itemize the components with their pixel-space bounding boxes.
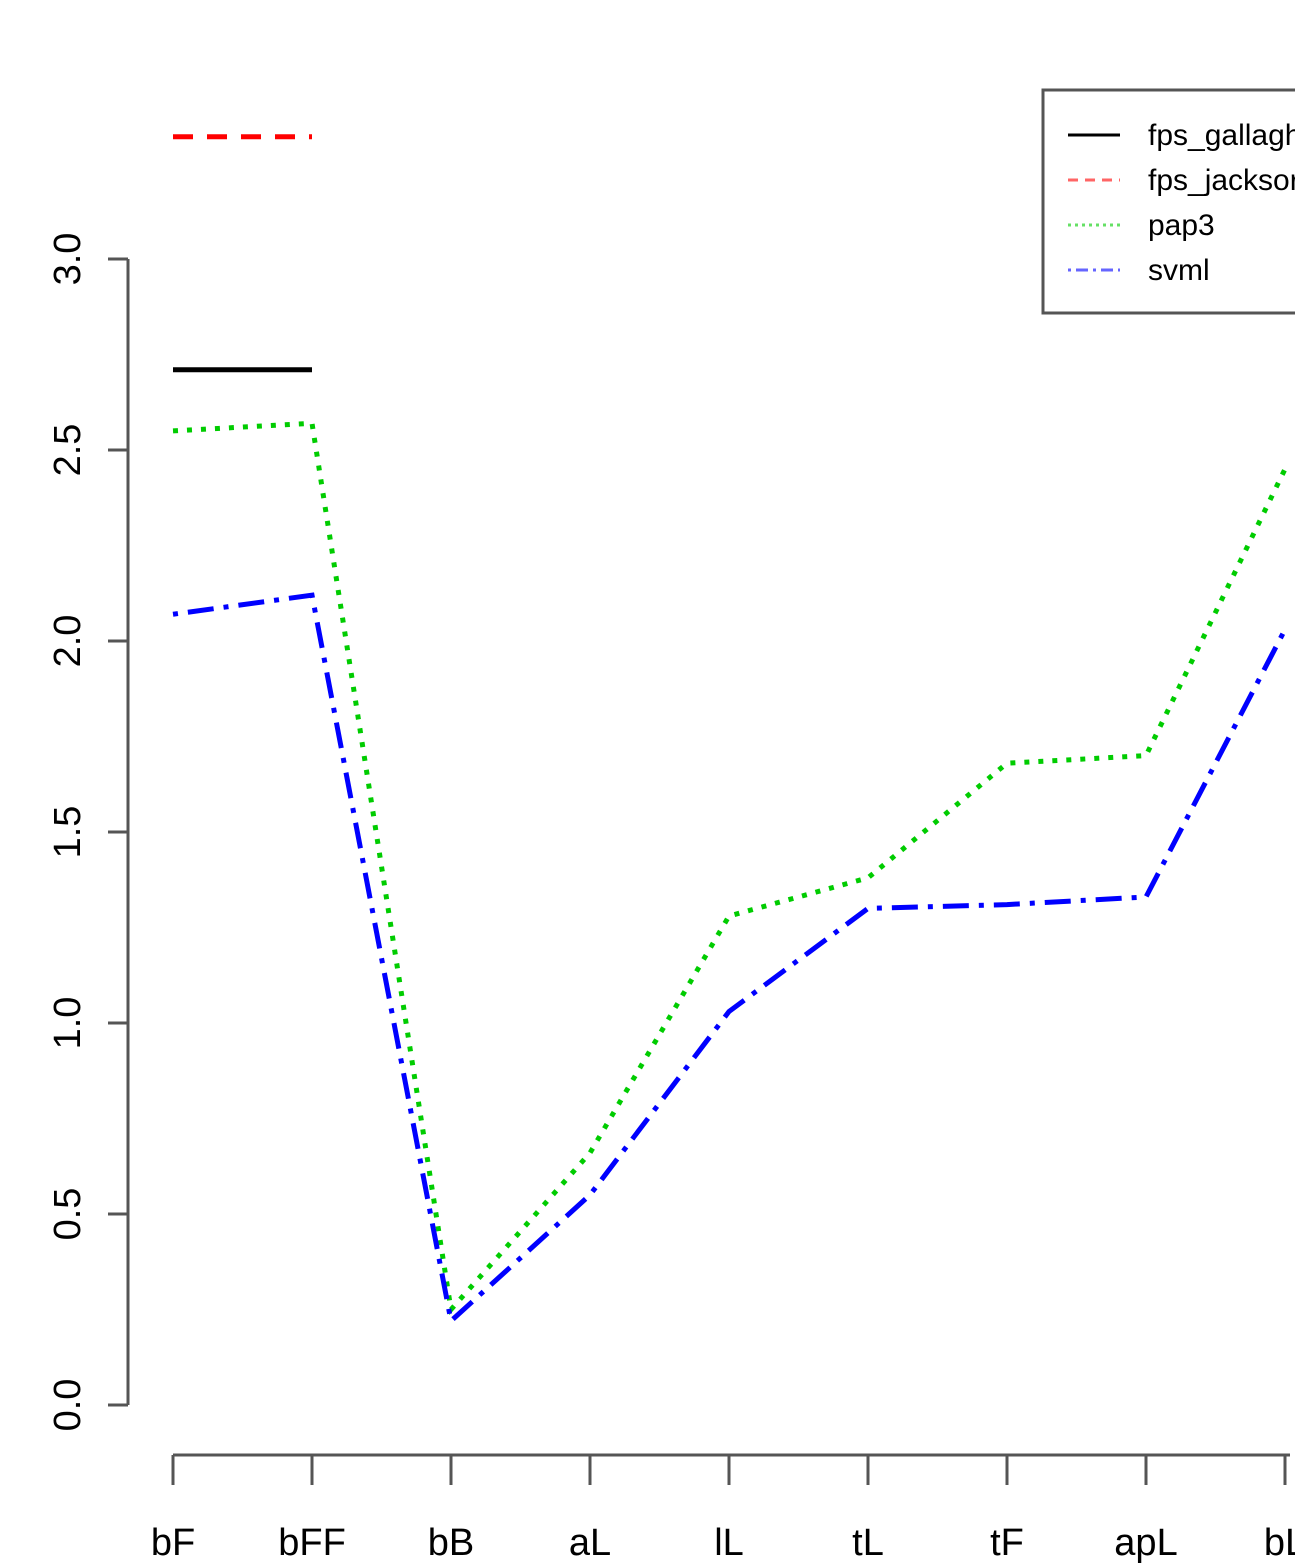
x-tick-label: lL xyxy=(714,1522,744,1563)
legend: fps_gallagh fps_jacksor pap3 svml xyxy=(1041,88,1295,315)
y-tick-label: 1.0 xyxy=(47,997,89,1050)
y-tick-label: 2.0 xyxy=(47,615,89,668)
y-tick-label: 0.0 xyxy=(47,1379,89,1432)
x-tick-label: bL xyxy=(1264,1522,1295,1563)
x-tick-label: tL xyxy=(852,1522,884,1563)
series-layer xyxy=(172,134,1288,1326)
x-axis: bF bFF bB aL lL tL tF apL bL xyxy=(151,1453,1295,1563)
y-tick-label: 3.0 xyxy=(47,233,89,286)
legend-label: fps_jacksor xyxy=(1148,164,1295,197)
legend-label: svml xyxy=(1148,254,1210,287)
legend-box xyxy=(1041,88,1295,315)
x-tick-label: apL xyxy=(1114,1522,1177,1563)
legend-label: fps_gallagh xyxy=(1148,119,1295,152)
series-line-pap3 xyxy=(172,420,1288,1316)
x-tick-label: bB xyxy=(428,1522,474,1563)
y-tick-label: 0.5 xyxy=(47,1188,89,1241)
series-line-svml xyxy=(172,592,1288,1326)
x-tick-label: tF xyxy=(990,1522,1024,1563)
x-tick-label: aL xyxy=(569,1522,611,1563)
x-tick-label: bF xyxy=(151,1522,195,1563)
y-axis: 0.0 0.5 1.0 1.5 2.0 2.5 3.0 xyxy=(47,233,130,1432)
x-tick-label: bFF xyxy=(278,1522,346,1563)
legend-label: pap3 xyxy=(1148,209,1215,242)
y-tick-label: 1.5 xyxy=(47,806,89,859)
y-tick-label: 2.5 xyxy=(47,424,89,477)
